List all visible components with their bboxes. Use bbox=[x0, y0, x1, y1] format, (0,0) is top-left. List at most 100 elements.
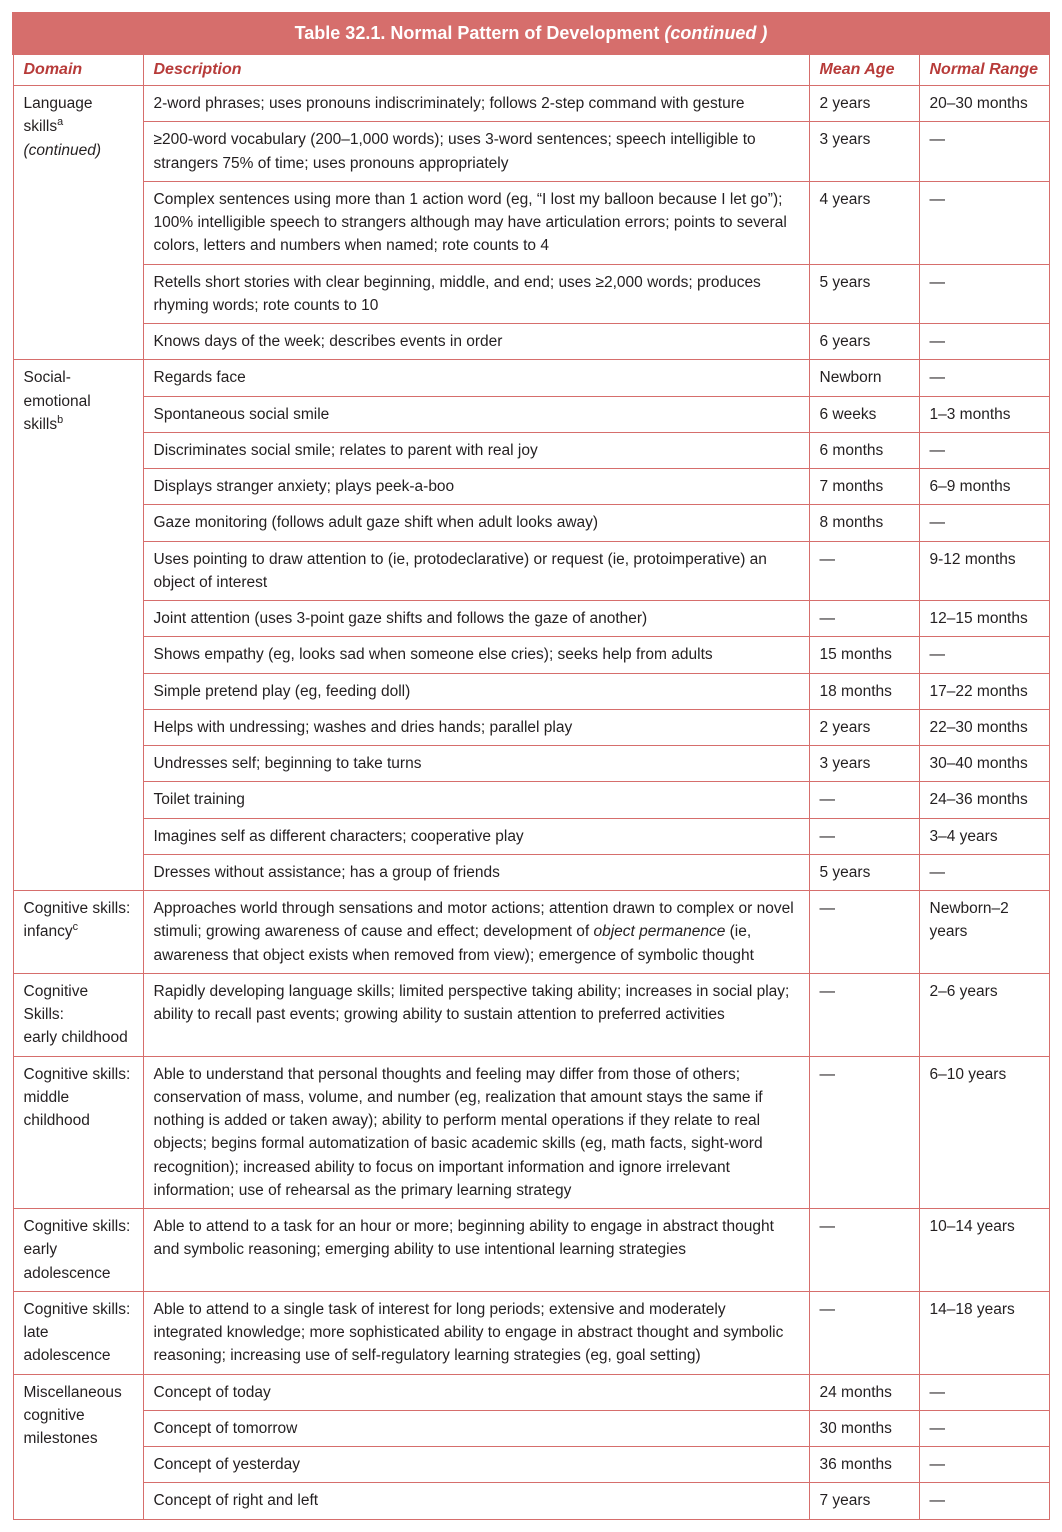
table-row: Cognitive skills:infancycApproaches worl… bbox=[13, 891, 1049, 974]
description-cell: Concept of tomorrow bbox=[143, 1410, 809, 1446]
mean-age-cell: 30 months bbox=[809, 1410, 919, 1446]
table-row: Dresses without assistance; has a group … bbox=[13, 854, 1049, 890]
table-row: Knows days of the week; describes events… bbox=[13, 324, 1049, 360]
normal-range-cell: — bbox=[919, 637, 1049, 673]
description-cell: Shows empathy (eg, looks sad when someon… bbox=[143, 637, 809, 673]
normal-range-cell: — bbox=[919, 324, 1049, 360]
mean-age-cell: — bbox=[809, 782, 919, 818]
mean-age-cell: 2 years bbox=[809, 709, 919, 745]
domain-cell: Cognitive skills:infancyc bbox=[13, 891, 143, 974]
table-title-suffix: (continued ) bbox=[664, 23, 767, 43]
description-cell: Able to attend to a task for an hour or … bbox=[143, 1209, 809, 1292]
description-cell: Retells short stories with clear beginni… bbox=[143, 264, 809, 324]
table-row: Displays stranger anxiety; plays peek-a-… bbox=[13, 469, 1049, 505]
table-row: Imagines self as different characters; c… bbox=[13, 818, 1049, 854]
normal-range-cell: — bbox=[919, 264, 1049, 324]
description-cell: Discriminates social smile; relates to p… bbox=[143, 432, 809, 468]
column-header-row: Domain Description Mean Age Normal Range bbox=[13, 54, 1049, 86]
table-title: Table 32.1. Normal Pattern of Developmen… bbox=[13, 13, 1049, 54]
col-normal-range: Normal Range bbox=[919, 54, 1049, 86]
table-row: Helps with undressing; washes and dries … bbox=[13, 709, 1049, 745]
description-cell: Toilet training bbox=[143, 782, 809, 818]
table-row: Concept of yesterday36 months— bbox=[13, 1447, 1049, 1483]
mean-age-cell: — bbox=[809, 541, 919, 601]
domain-cell: Social-emotionalskillsb bbox=[13, 360, 143, 891]
domain-cell: Miscellaneouscognitivemilestones bbox=[13, 1374, 143, 1519]
mean-age-cell: — bbox=[809, 891, 919, 974]
normal-range-cell: 10–14 years bbox=[919, 1209, 1049, 1292]
normal-range-cell: — bbox=[919, 432, 1049, 468]
table-row: Social-emotionalskillsbRegards faceNewbo… bbox=[13, 360, 1049, 396]
description-cell: Joint attention (uses 3-point gaze shift… bbox=[143, 601, 809, 637]
normal-range-cell: 9-12 months bbox=[919, 541, 1049, 601]
table-row: Cognitive skills:late adolescenceAble to… bbox=[13, 1291, 1049, 1374]
description-cell: Undresses self; beginning to take turns bbox=[143, 746, 809, 782]
table-row: Simple pretend play (eg, feeding doll)18… bbox=[13, 673, 1049, 709]
description-cell: Displays stranger anxiety; plays peek-a-… bbox=[143, 469, 809, 505]
normal-range-cell: — bbox=[919, 1447, 1049, 1483]
table-row: Shows empathy (eg, looks sad when someon… bbox=[13, 637, 1049, 673]
normal-range-cell: 2–6 years bbox=[919, 973, 1049, 1056]
mean-age-cell: 15 months bbox=[809, 637, 919, 673]
normal-range-cell: 6–10 years bbox=[919, 1056, 1049, 1209]
mean-age-cell: 4 years bbox=[809, 181, 919, 264]
mean-age-cell: 8 months bbox=[809, 505, 919, 541]
description-cell: Complex sentences using more than 1 acti… bbox=[143, 181, 809, 264]
table-body: Language skillsa(continued)2-word phrase… bbox=[13, 86, 1049, 1520]
description-cell: Dresses without assistance; has a group … bbox=[143, 854, 809, 890]
mean-age-cell: — bbox=[809, 818, 919, 854]
normal-range-cell: Newborn–2 years bbox=[919, 891, 1049, 974]
description-cell: Imagines self as different characters; c… bbox=[143, 818, 809, 854]
table-row: MiscellaneouscognitivemilestonesConcept … bbox=[13, 1374, 1049, 1410]
domain-cell: Cognitive Skills:early childhood bbox=[13, 973, 143, 1056]
mean-age-cell: 2 years bbox=[809, 86, 919, 122]
mean-age-cell: 3 years bbox=[809, 122, 919, 182]
table-title-prefix: Table 32.1. Normal Pattern of Developmen… bbox=[295, 23, 665, 43]
table-row: Undresses self; beginning to take turns 3… bbox=[13, 746, 1049, 782]
domain-cell: Cognitive skills:middle childhood bbox=[13, 1056, 143, 1209]
domain-cell: Cognitive skills:late adolescence bbox=[13, 1291, 143, 1374]
normal-range-cell: — bbox=[919, 854, 1049, 890]
normal-range-cell: 22–30 months bbox=[919, 709, 1049, 745]
mean-age-cell: 5 years bbox=[809, 854, 919, 890]
domain-cell: Language skillsa(continued) bbox=[13, 86, 143, 360]
mean-age-cell: — bbox=[809, 973, 919, 1056]
table-row: Uses pointing to draw attention to (ie, … bbox=[13, 541, 1049, 601]
table-row: Toilet training—24–36 months bbox=[13, 782, 1049, 818]
normal-range-cell: — bbox=[919, 1410, 1049, 1446]
mean-age-cell: Newborn bbox=[809, 360, 919, 396]
mean-age-cell: — bbox=[809, 1291, 919, 1374]
mean-age-cell: 7 months bbox=[809, 469, 919, 505]
mean-age-cell: — bbox=[809, 601, 919, 637]
normal-range-cell: — bbox=[919, 181, 1049, 264]
domain-cell: Cognitive skills:early adolescence bbox=[13, 1209, 143, 1292]
table-row: Concept of right and left7 years— bbox=[13, 1483, 1049, 1519]
table-row: Complex sentences using more than 1 acti… bbox=[13, 181, 1049, 264]
table-row: Cognitive Skills:early childhoodRapidly … bbox=[13, 973, 1049, 1056]
normal-range-cell: 12–15 months bbox=[919, 601, 1049, 637]
normal-range-cell: 6–9 months bbox=[919, 469, 1049, 505]
mean-age-cell: 6 months bbox=[809, 432, 919, 468]
normal-range-cell: — bbox=[919, 505, 1049, 541]
mean-age-cell: 5 years bbox=[809, 264, 919, 324]
table-row: ≥200-word vocabulary (200–1,000 words); … bbox=[13, 122, 1049, 182]
description-cell: Rapidly developing language skills; limi… bbox=[143, 973, 809, 1056]
table-row: Joint attention (uses 3-point gaze shift… bbox=[13, 601, 1049, 637]
col-domain: Domain bbox=[13, 54, 143, 86]
normal-range-cell: 24–36 months bbox=[919, 782, 1049, 818]
description-cell: Knows days of the week; describes events… bbox=[143, 324, 809, 360]
normal-range-cell: 30–40 months bbox=[919, 746, 1049, 782]
table-row: Concept of tomorrow30 months— bbox=[13, 1410, 1049, 1446]
normal-range-cell: — bbox=[919, 122, 1049, 182]
table-title-row: Table 32.1. Normal Pattern of Developmen… bbox=[13, 13, 1049, 54]
table-row: Cognitive skills:early adolescenceAble t… bbox=[13, 1209, 1049, 1292]
description-cell: 2-word phrases; uses pronouns indiscrimi… bbox=[143, 86, 809, 122]
normal-range-cell: 3–4 years bbox=[919, 818, 1049, 854]
mean-age-cell: 6 weeks bbox=[809, 396, 919, 432]
mean-age-cell: 24 months bbox=[809, 1374, 919, 1410]
description-cell: Simple pretend play (eg, feeding doll) bbox=[143, 673, 809, 709]
normal-range-cell: 17–22 months bbox=[919, 673, 1049, 709]
normal-range-cell: — bbox=[919, 360, 1049, 396]
table-row: Cognitive skills:middle childhoodAble to… bbox=[13, 1056, 1049, 1209]
table-row: Gaze monitoring (follows adult gaze shif… bbox=[13, 505, 1049, 541]
